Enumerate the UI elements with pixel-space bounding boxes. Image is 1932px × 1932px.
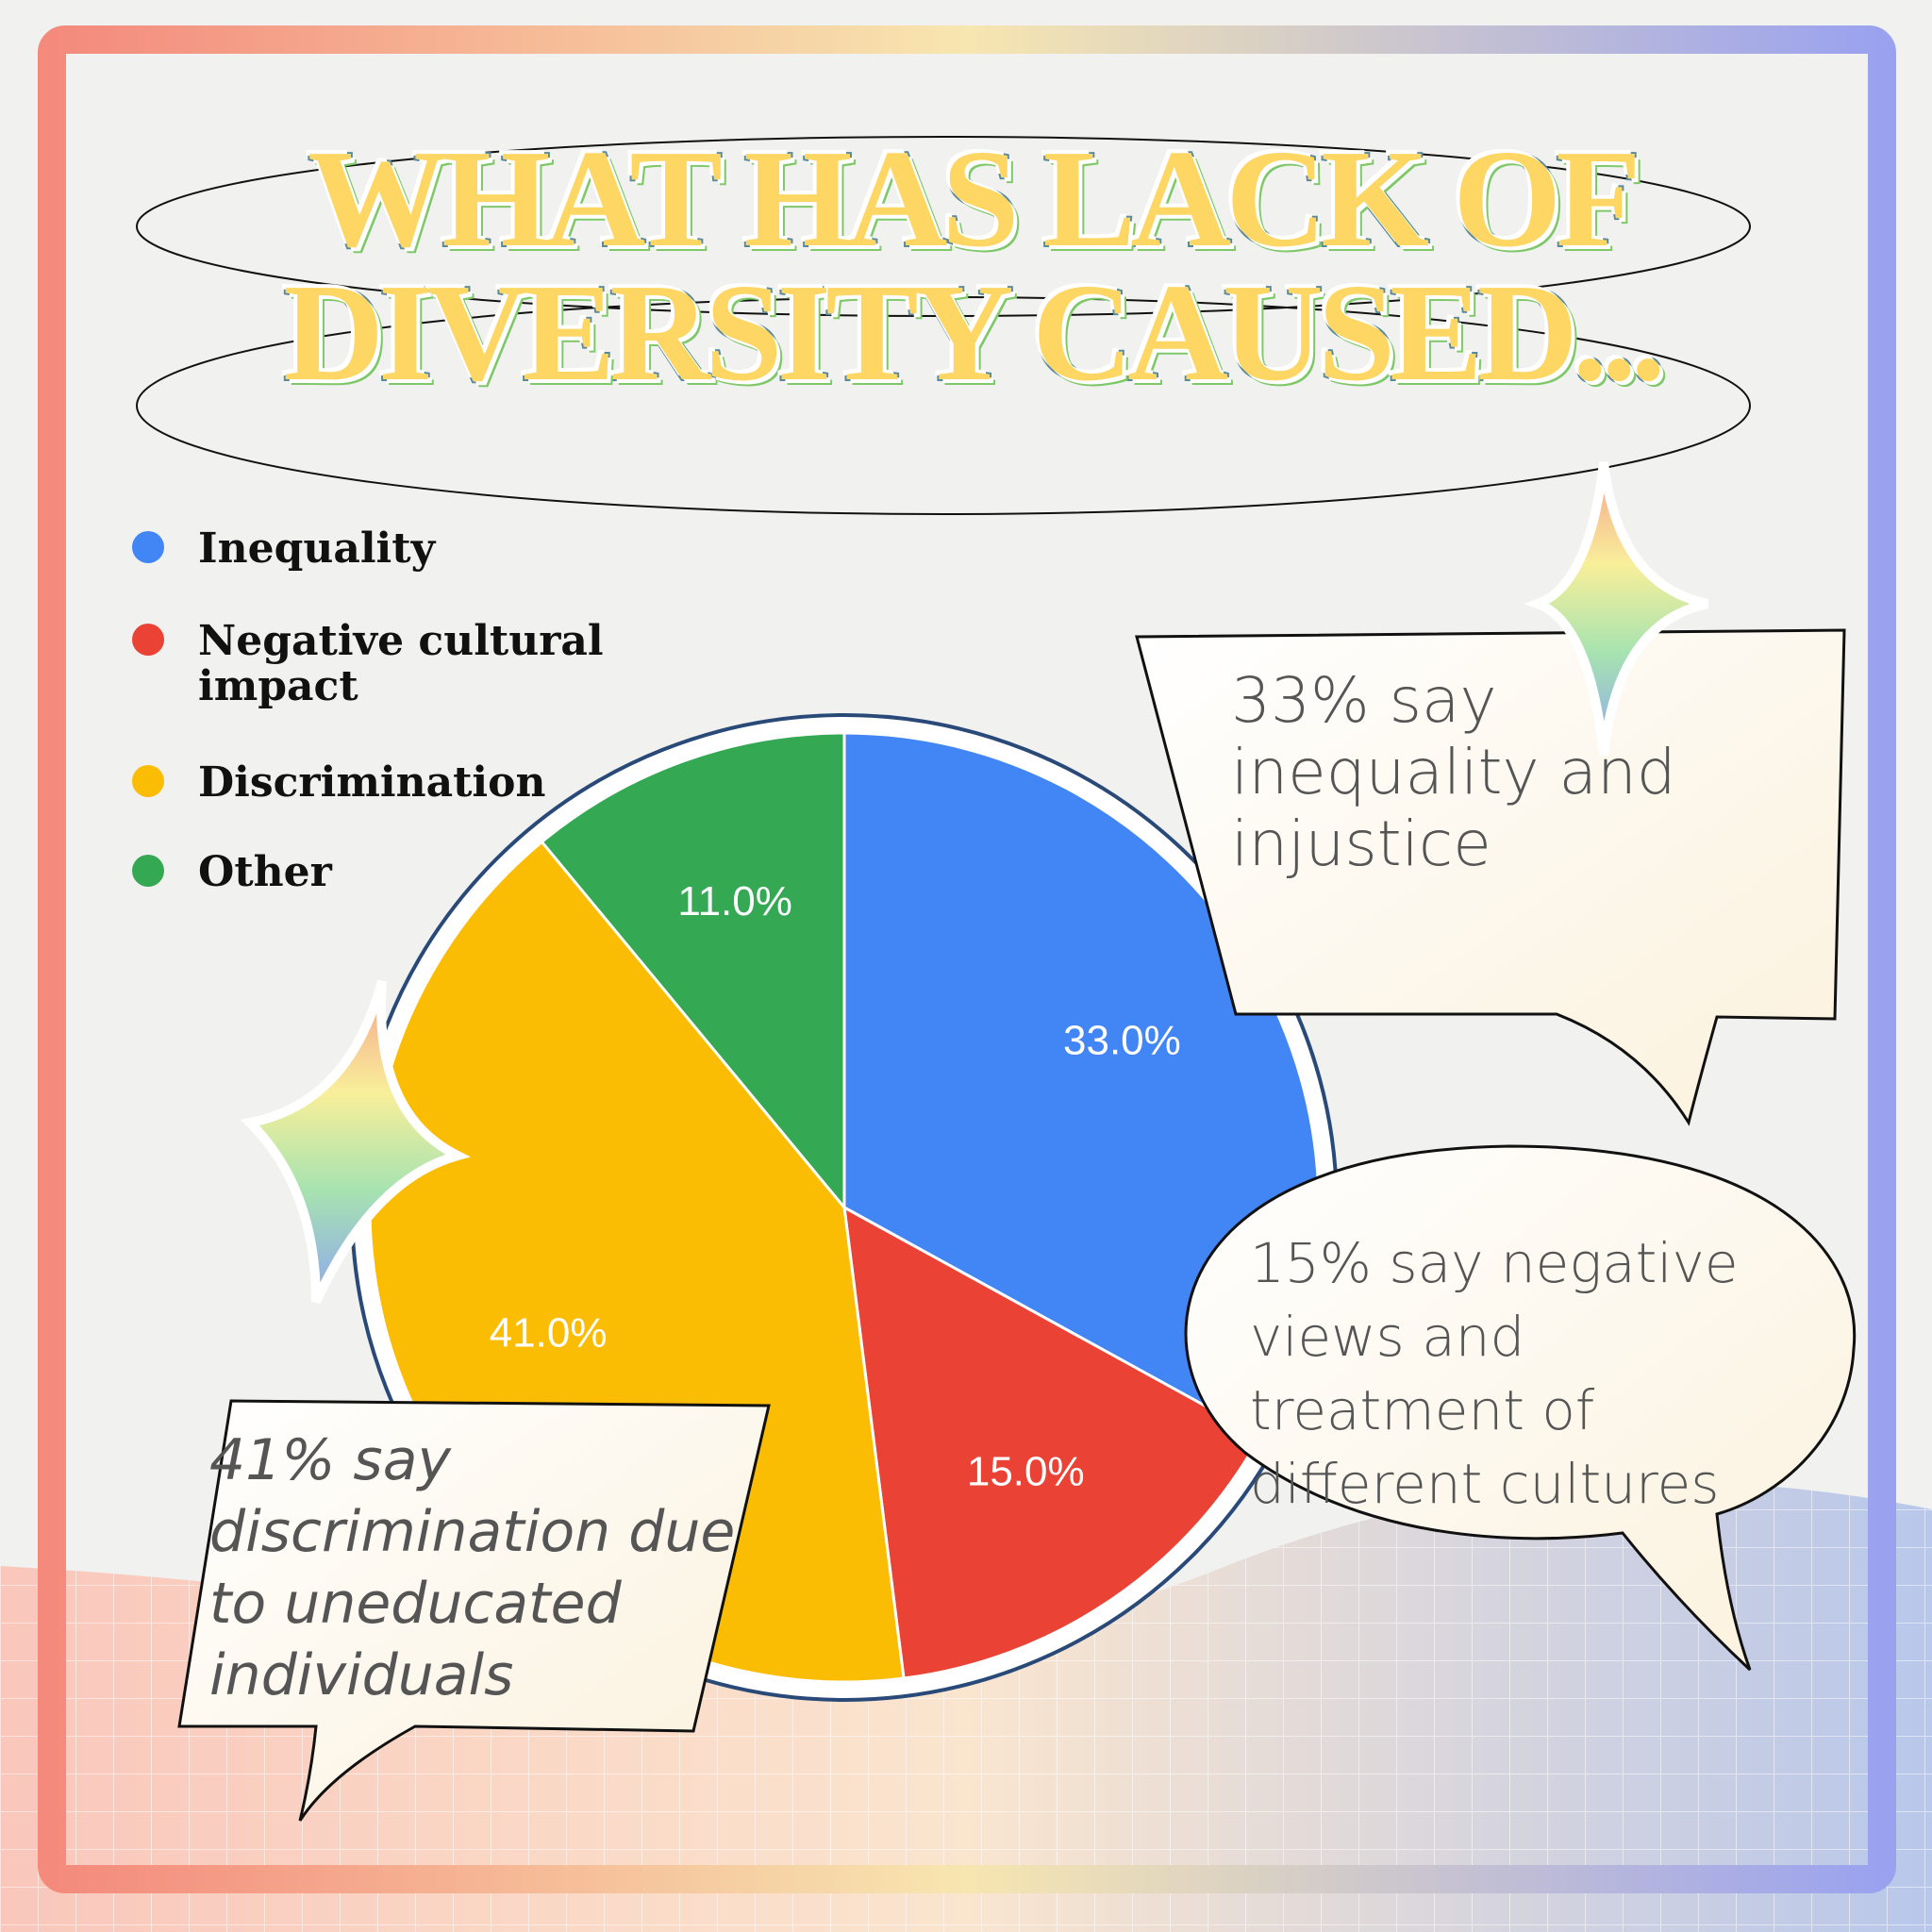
legend-marker xyxy=(132,624,164,656)
legend-label: Negative cultural impact xyxy=(198,617,604,710)
legend-label: Inequality xyxy=(198,525,437,573)
frame xyxy=(38,25,1896,1893)
legend-marker xyxy=(132,765,164,797)
pie-slice xyxy=(540,731,846,1212)
background-grid xyxy=(0,1481,1932,1932)
value-label: 11.0% xyxy=(677,878,792,924)
chart-title: WHAT HAS LACK OF DIVERSITY CAUSED... xyxy=(281,122,1668,410)
speech-bubble xyxy=(1135,628,1846,1126)
annotation: 15% say negative views and treatment of … xyxy=(1250,1231,1739,1516)
speech-bubble xyxy=(1184,1144,1857,1672)
title-ring xyxy=(136,136,1751,317)
pie-slice xyxy=(842,1205,1262,1680)
legend-marker xyxy=(132,531,164,563)
annotation: 41% say discrimination due to uneducated… xyxy=(209,1427,736,1708)
value-label: 15.0% xyxy=(967,1449,1085,1495)
value-label: 33.0% xyxy=(1063,1018,1181,1064)
legend-marker xyxy=(132,855,164,887)
sparkle xyxy=(240,979,471,1305)
title-ring xyxy=(136,296,1751,515)
annotation: 33% say inequality and injustice xyxy=(1231,664,1676,880)
value-label: 41.0% xyxy=(490,1309,608,1356)
legend-label: Other xyxy=(198,848,333,896)
sparkle xyxy=(1524,461,1709,756)
speech-bubble xyxy=(177,1399,771,1822)
legend-label: Discrimination xyxy=(198,758,545,807)
